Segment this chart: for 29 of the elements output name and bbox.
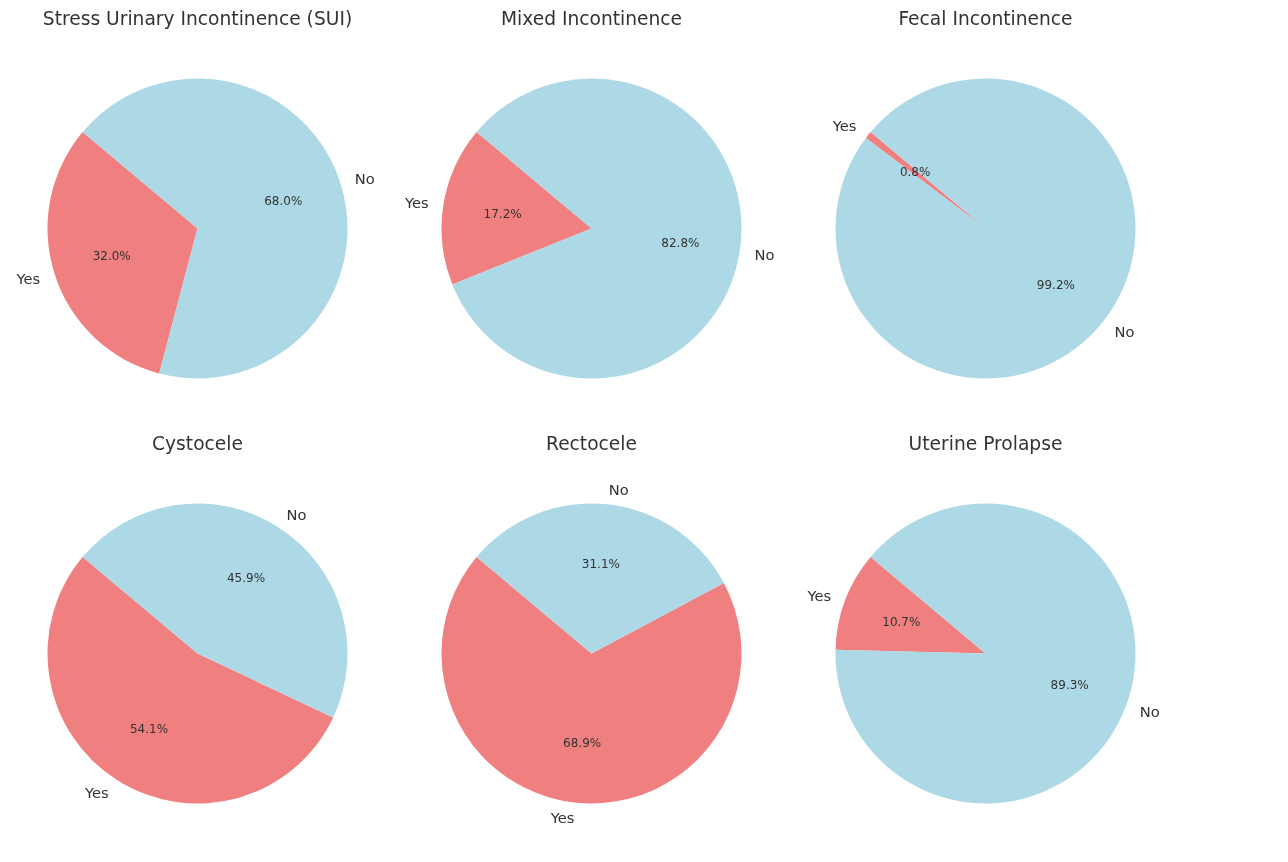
- slice-label: Yes: [831, 117, 857, 135]
- chart-title: Uterine Prolapse: [908, 432, 1063, 454]
- chart-title: Stress Urinary Incontinence (SUI): [42, 7, 353, 29]
- data-label: 32.0%: [92, 248, 131, 263]
- data-label: 17.2%: [483, 207, 522, 222]
- data-label: 54.1%: [129, 722, 169, 737]
- chart-title: Cystocele: [152, 432, 243, 454]
- slice-label: Yes: [403, 194, 429, 212]
- slice-label: No: [286, 506, 307, 524]
- slice-label: Yes: [549, 809, 575, 827]
- slice-label: No: [608, 480, 629, 498]
- data-label: 82.8%: [661, 235, 700, 250]
- data-label: 68.0%: [264, 194, 303, 209]
- slice-label: Yes: [806, 586, 832, 604]
- chart-title: Rectocele: [546, 432, 638, 454]
- chart-title: Fecal Incontinence: [898, 7, 1073, 29]
- slice-label: No: [754, 245, 775, 263]
- data-label: 99.2%: [1036, 277, 1075, 292]
- slice-label: No: [1114, 322, 1135, 340]
- data-label: 68.9%: [563, 736, 602, 751]
- data-label: 10.7%: [882, 614, 921, 629]
- slice-label: Yes: [15, 269, 41, 287]
- data-label: 31.1%: [581, 556, 620, 571]
- slice-label: No: [1139, 703, 1160, 721]
- data-label: 89.3%: [1050, 678, 1089, 693]
- chart-title: Mixed Incontinence: [500, 7, 683, 29]
- slice-label: Yes: [83, 783, 109, 801]
- data-label: 45.9%: [226, 570, 266, 585]
- slice-label: No: [354, 170, 375, 188]
